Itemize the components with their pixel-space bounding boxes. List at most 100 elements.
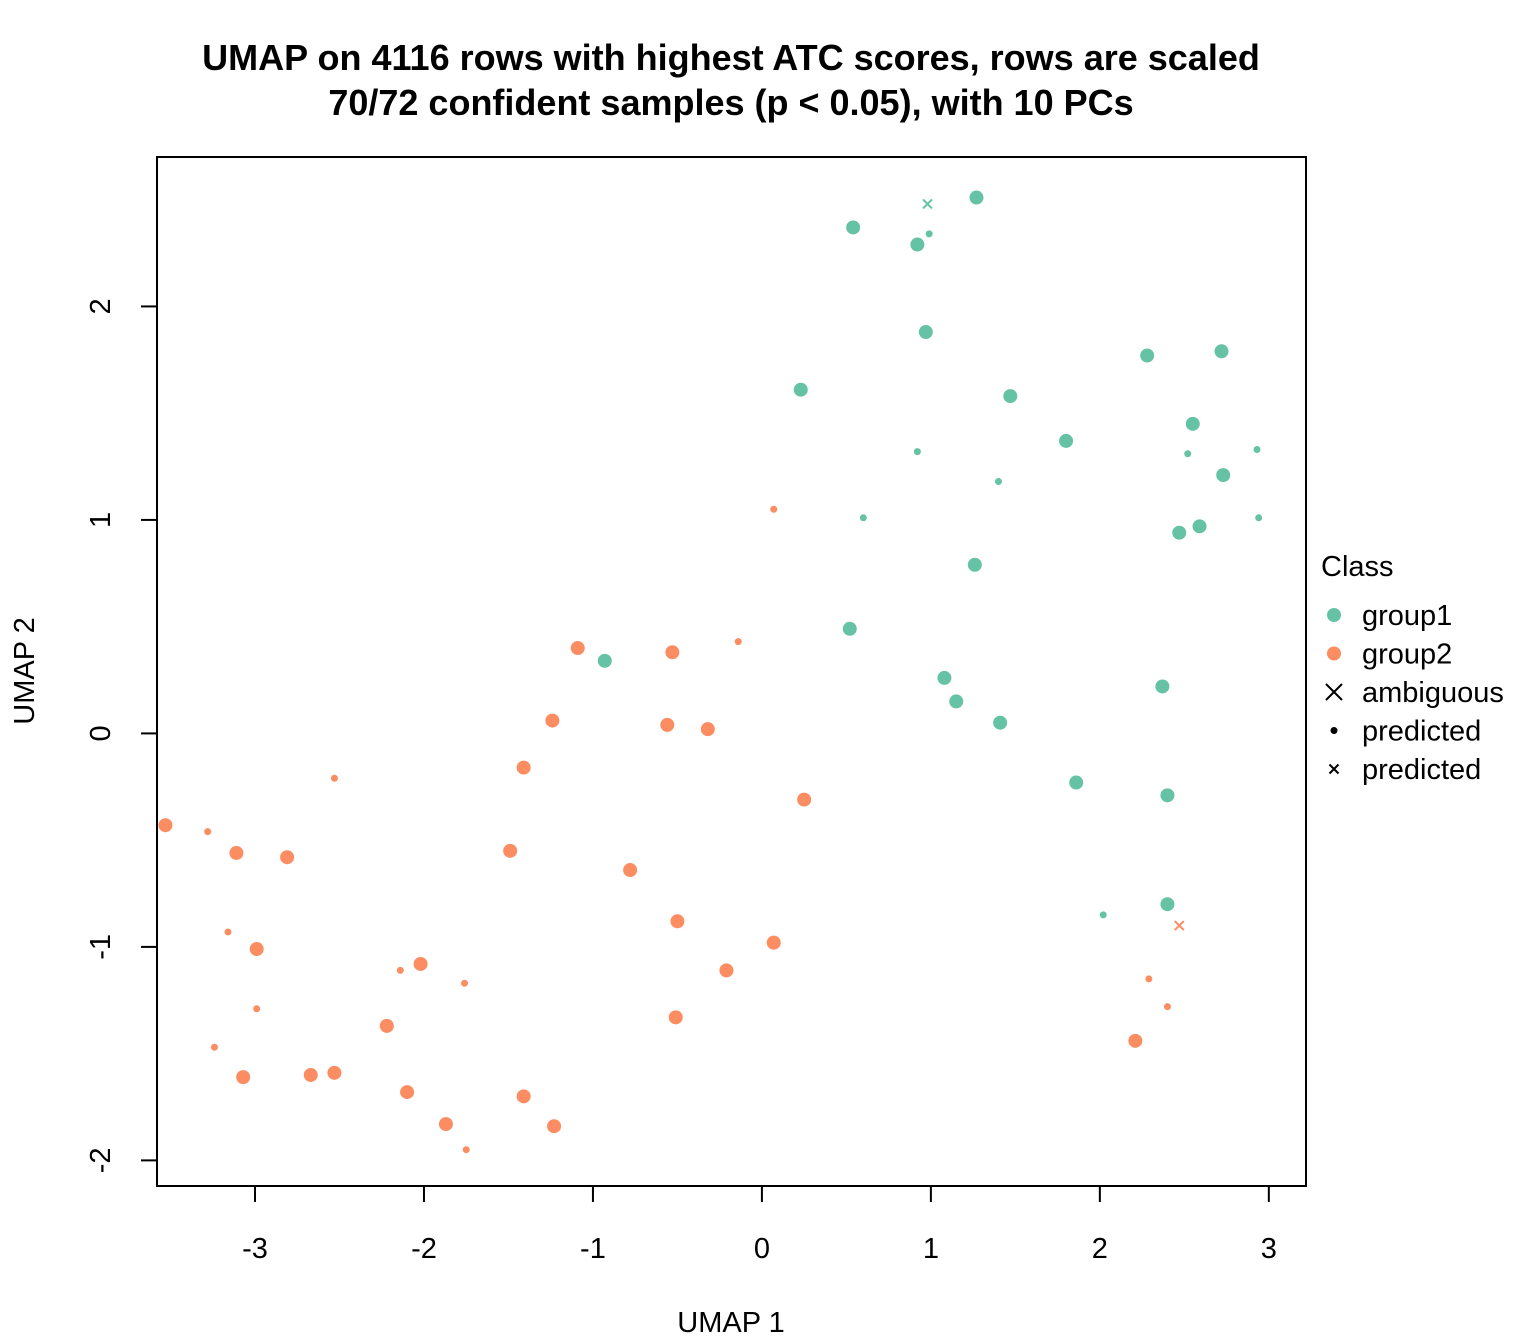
group2-predicted-point [210,1043,218,1051]
group1-point [1160,788,1175,803]
plot-area-frame [156,156,1307,1187]
group1-point [1003,389,1018,404]
x-axis: -3 -2 -1 0 1 2 3 [242,1185,1277,1265]
x-tick-label: 3 [1261,1233,1277,1265]
legend-marker-predicted-dot [1330,727,1338,734]
group1-predicted-point [925,230,933,238]
group2-predicted-point [770,505,778,513]
group2-point [570,641,585,656]
group1-point [1172,525,1187,540]
group2-point [229,845,244,860]
group2-predicted-point [253,1005,261,1013]
x-tick-label: 0 [754,1233,770,1265]
group2-point [516,1089,531,1104]
legend-label: predicted [1362,716,1481,748]
y-tick-label: -2 [85,1147,117,1173]
group2-point [547,1119,562,1134]
group1-point [1192,519,1207,534]
x-tick-label: 2 [1092,1233,1108,1265]
group1-point [846,220,861,235]
group1-point [1155,679,1170,694]
group2-predicted-point [204,828,212,836]
group2-point [327,1065,342,1080]
chart-subtitle: 70/72 confident samples (p < 0.05), with… [328,82,1133,123]
group1-predicted-point [1184,450,1192,458]
group2-point [413,956,428,971]
y-axis-label: UMAP 2 [9,617,41,724]
group1-predicted-point [1099,911,1107,919]
x-tick-label: 1 [923,1233,939,1265]
group2-point [516,760,531,775]
legend-marker-group1 [1327,608,1341,622]
y-axis: -2 -1 0 1 2 [85,298,158,1173]
group1-point [1160,897,1175,912]
x-tick-label: -1 [580,1233,606,1265]
group2-point [379,1018,394,1033]
legend-title: Class [1321,551,1394,583]
legend-label: ambiguous [1362,677,1504,709]
group1-point [793,382,808,397]
group1-predicted-point [1253,445,1261,453]
group2-point [670,914,685,929]
group2-point [249,942,264,957]
group2-point [400,1085,415,1100]
group2-point [158,818,173,833]
group2-predicted-point [461,979,469,987]
group1-point [1059,433,1074,448]
group2-point [438,1117,453,1132]
group2-point [719,963,734,978]
group1-predicted-ambiguous-point [922,198,933,210]
group1-point [910,237,925,252]
group2-predicted-point [462,1146,470,1154]
group2-predicted-point [734,638,742,646]
group2-predicted-point [1145,975,1153,983]
group2-point [503,843,518,858]
group1-point [842,621,857,636]
group2-predicted-ambiguous-point [1174,920,1185,931]
group2-point [545,713,560,728]
group1-point [918,325,933,340]
group1-predicted-point [1255,514,1263,522]
group2-point [1128,1033,1143,1048]
group2-point [303,1067,318,1082]
group1-point [967,557,982,572]
y-tick-label: 0 [85,725,117,741]
group2-point [623,863,638,878]
legend: Class group1 group2 ambiguous predicted pred… [1321,551,1504,786]
x-tick-label: -2 [411,1233,437,1265]
group1-point [949,694,964,709]
group2-point [668,1010,683,1025]
chart-title: UMAP on 4116 rows with highest ATC score… [202,37,1260,78]
group1-point [937,670,952,685]
legend-label: predicted [1362,754,1481,786]
y-tick-label: 1 [85,512,117,528]
group1-point [1216,468,1231,483]
legend-marker-small-cross [1328,763,1340,775]
group2-point [660,717,675,732]
group2-point [236,1070,251,1085]
x-axis-label: UMAP 1 [677,1307,784,1339]
y-tick-label: 2 [85,298,117,314]
group2-predicted-point [396,966,404,974]
group1-point [969,190,984,205]
legend-marker-group2 [1327,646,1341,661]
group2-point [665,645,680,660]
x-tick-label: -3 [242,1233,268,1265]
group1-predicted-point [913,448,921,456]
group2-point [766,935,781,950]
group2-point [700,722,715,737]
group1-point [1069,775,1084,790]
group2-point [280,850,295,865]
group2-predicted-point [224,928,232,936]
group2-predicted-point [1163,1003,1171,1011]
group1-predicted-point [994,477,1002,485]
y-tick-label: -1 [85,934,117,960]
legend-label: group1 [1362,600,1452,632]
group1-point [1185,416,1200,431]
group2-point [797,792,812,807]
group2-predicted-point [330,774,338,782]
legend-label: group2 [1362,639,1452,671]
group1-point [597,653,612,668]
legend-marker-cross [1325,683,1343,701]
